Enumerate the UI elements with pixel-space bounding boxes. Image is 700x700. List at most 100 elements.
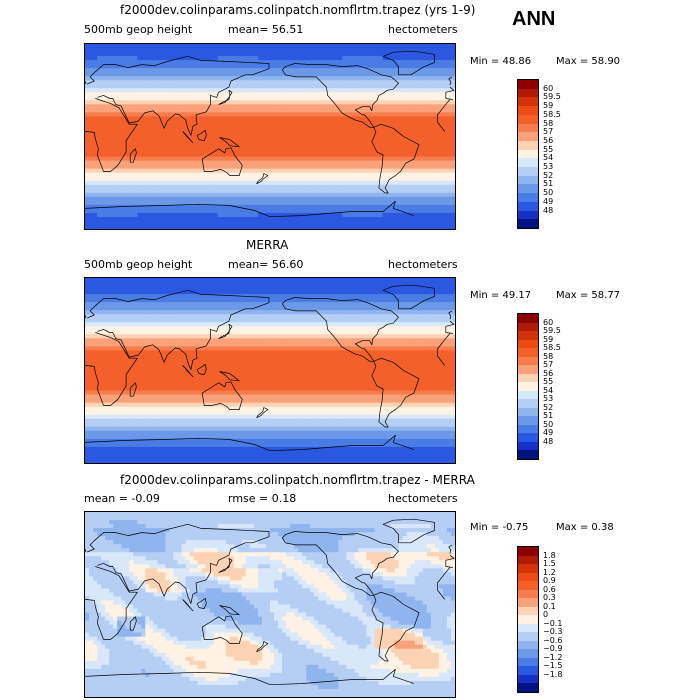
colorbar <box>517 313 539 460</box>
colorbar-tick-label: 48 <box>543 436 554 446</box>
map-panel <box>84 277 456 464</box>
colorbar-swatch <box>518 674 538 684</box>
colorbar-tick-label: 1.2 <box>543 567 556 577</box>
colorbar-swatch <box>518 623 538 633</box>
colorbar-tick-label: 58.5 <box>543 109 561 119</box>
colorbar-tick-label: −0.3 <box>543 627 563 637</box>
colorbar-tick-label: 56 <box>543 368 554 378</box>
colorbar-swatch <box>518 132 538 142</box>
colorbar-tick-label: 54 <box>543 385 554 395</box>
colorbar-swatch <box>518 331 538 341</box>
colorbar-tick-label: 49 <box>543 428 554 438</box>
colorbar-swatch <box>518 450 538 460</box>
colorbar-swatch <box>518 657 538 667</box>
colorbar-swatch <box>518 683 538 693</box>
colorbar-swatch <box>518 193 538 203</box>
colorbar-tick-label: 60 <box>543 317 554 327</box>
colorbar-tick-label: 50 <box>543 419 554 429</box>
max-label: Max = 58.77 <box>556 290 621 301</box>
variable-label: 500mb geop height <box>84 258 193 271</box>
colorbar-swatch <box>518 88 538 98</box>
colorbar-tick-label: 52 <box>543 402 554 412</box>
mean-label: mean = -0.09 <box>84 492 160 505</box>
colorbar-tick-label: 1.5 <box>543 559 556 569</box>
colorbar-tick-label: −0.1 <box>543 618 563 628</box>
colorbar-tick-label: 0.1 <box>543 601 556 611</box>
colorbar-swatch <box>518 564 538 574</box>
colorbar-tick-label: 57 <box>543 127 554 137</box>
colorbar-swatch <box>518 606 538 616</box>
colorbar <box>517 546 539 693</box>
coastlines <box>85 284 455 452</box>
panel-title: MERRA <box>246 238 289 252</box>
colorbar-tick-label: −1.2 <box>543 652 563 662</box>
colorbar-swatch <box>518 158 538 168</box>
colorbar-tick-label: 0.3 <box>543 593 556 603</box>
colorbar-tick-label: 50 <box>543 188 554 198</box>
colorbar-tick-label: −0.9 <box>543 644 563 654</box>
colorbar-tick-label: 59.5 <box>543 92 561 102</box>
coastlines <box>85 50 455 218</box>
colorbar-tick-label: 56 <box>543 135 554 145</box>
colorbar-tick-label: 51 <box>543 411 554 421</box>
colorbar-swatch <box>518 348 538 358</box>
colorbar-swatch <box>518 390 538 400</box>
units-label: hectometers <box>388 23 458 36</box>
coastlines <box>85 518 455 686</box>
colorbar-tick-label: 51 <box>543 179 554 189</box>
colorbar-swatch <box>518 424 538 434</box>
colorbar-tick-label: 52 <box>543 170 554 180</box>
colorbar-swatch <box>518 615 538 625</box>
colorbar-tick-label: 58.5 <box>543 343 561 353</box>
colorbar-tick-label: 57 <box>543 360 554 370</box>
colorbar-swatch <box>518 314 538 324</box>
colorbar-swatch <box>518 547 538 557</box>
colorbar-swatch <box>518 581 538 591</box>
colorbar-swatch <box>518 399 538 409</box>
colorbar-tick-label: 55 <box>543 144 554 154</box>
units-label: hectometers <box>388 258 458 271</box>
colorbar-swatch <box>518 416 538 426</box>
colorbar-tick-label: 58 <box>543 351 554 361</box>
contour-fill <box>85 278 455 463</box>
colorbar-swatch <box>518 632 538 642</box>
colorbar-swatch <box>518 149 538 159</box>
colorbar-tick-label: 53 <box>543 394 554 404</box>
colorbar-swatch <box>518 640 538 650</box>
contour-fill <box>85 44 455 229</box>
colorbar-swatch <box>518 201 538 212</box>
season-label: ANN <box>512 8 556 30</box>
colorbar-swatch <box>518 114 538 125</box>
colorbar-tick-label: 1.8 <box>543 550 556 560</box>
colorbar-tick-label: 54 <box>543 153 554 163</box>
map-canvas <box>85 44 455 229</box>
colorbar-swatch <box>518 322 538 332</box>
colorbar-tick-label: 0 <box>543 610 549 620</box>
rmse-label: rmse = 0.18 <box>228 492 297 505</box>
min-label: Min = 49.17 <box>470 290 532 301</box>
colorbar-tick-label: 53 <box>543 162 554 172</box>
colorbar-swatch <box>518 184 538 194</box>
map-canvas <box>85 278 455 463</box>
colorbar-tick-label: 59.5 <box>543 326 561 336</box>
colorbar-tick-label: 49 <box>543 196 554 206</box>
mean-label: mean= 56.51 <box>228 23 304 36</box>
colorbar-swatch <box>518 382 538 392</box>
colorbar-tick-label: −0.6 <box>543 635 563 645</box>
colorbar-tick-label: 0.6 <box>543 584 556 594</box>
colorbar <box>517 79 539 229</box>
colorbar-swatch <box>518 407 538 417</box>
colorbar-tick-label: 58 <box>543 118 554 128</box>
colorbar-swatch <box>518 373 538 383</box>
colorbar-swatch <box>518 210 538 220</box>
colorbar-swatch <box>518 167 538 177</box>
colorbar-swatch <box>518 339 538 349</box>
colorbar-swatch <box>518 106 538 116</box>
colorbar-tick-label: −1.5 <box>543 661 563 671</box>
colorbar-swatch <box>518 441 538 451</box>
units-label: hectometers <box>388 492 458 505</box>
colorbar-swatch <box>518 365 538 375</box>
map-canvas <box>85 512 455 697</box>
colorbar-swatch <box>518 572 538 582</box>
colorbar-swatch <box>518 589 538 599</box>
